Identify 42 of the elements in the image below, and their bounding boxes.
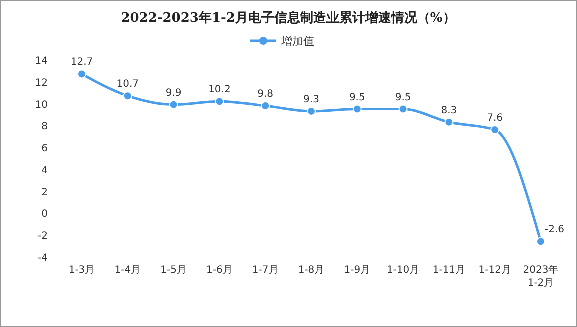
point bbox=[352, 104, 362, 114]
y-tick-label: 14 bbox=[35, 56, 48, 67]
data-label: -2.6 bbox=[545, 224, 565, 236]
data-label: 10.2 bbox=[208, 84, 231, 96]
data-label: 10.7 bbox=[116, 79, 140, 90]
data-label: 9.3 bbox=[304, 94, 320, 106]
x-tick-label: 1-7月 bbox=[252, 265, 279, 276]
x-tick-label: 1-6月 bbox=[206, 265, 233, 276]
y-tick-label: 12 bbox=[35, 78, 48, 89]
point bbox=[78, 70, 86, 79]
x-tick-label: 1-8月 bbox=[298, 265, 325, 276]
y-tick-label: 6 bbox=[42, 144, 48, 155]
data-label: 8.3 bbox=[441, 105, 458, 116]
legend-label: 增加值 bbox=[280, 35, 314, 48]
point bbox=[169, 100, 178, 110]
y-tick-label: 4 bbox=[42, 165, 48, 176]
data-label: 9.5 bbox=[349, 92, 366, 104]
x-tick-label: 1-5月 bbox=[160, 265, 187, 276]
point bbox=[536, 237, 546, 246]
y-tick-label: 2 bbox=[42, 187, 48, 198]
x-tick-label: 1-10月 bbox=[386, 265, 420, 276]
point bbox=[444, 118, 454, 127]
y-tick-label: -4 bbox=[38, 253, 48, 264]
x-tick-label: 1-4月 bbox=[114, 265, 142, 276]
y-tick-label: 10 bbox=[35, 100, 48, 111]
y-tick-label: 8 bbox=[42, 122, 48, 133]
data-label: 9.8 bbox=[258, 88, 274, 100]
point bbox=[398, 104, 408, 114]
x-tick-label: 2023年 1-2月 bbox=[523, 264, 559, 289]
y-tick-label: 0 bbox=[42, 209, 48, 220]
data-label: 7.6 bbox=[487, 113, 504, 124]
point bbox=[215, 97, 224, 106]
x-tick-label: 1-11月 bbox=[432, 265, 466, 276]
chart-title: 2022-2023年1-2月电子信息制造业累计增速情况（%） bbox=[121, 10, 456, 26]
y-tick-label: -2 bbox=[38, 231, 48, 242]
data-label: 12.7 bbox=[70, 57, 94, 68]
data-label: 9.9 bbox=[166, 88, 182, 99]
point bbox=[123, 92, 132, 101]
data-label: 9.5 bbox=[395, 92, 412, 104]
x-tick-label: 1-12月 bbox=[478, 265, 512, 276]
x-tick-label: 1-3月 bbox=[68, 265, 96, 276]
x-tick-label: 1-9月 bbox=[344, 265, 371, 276]
